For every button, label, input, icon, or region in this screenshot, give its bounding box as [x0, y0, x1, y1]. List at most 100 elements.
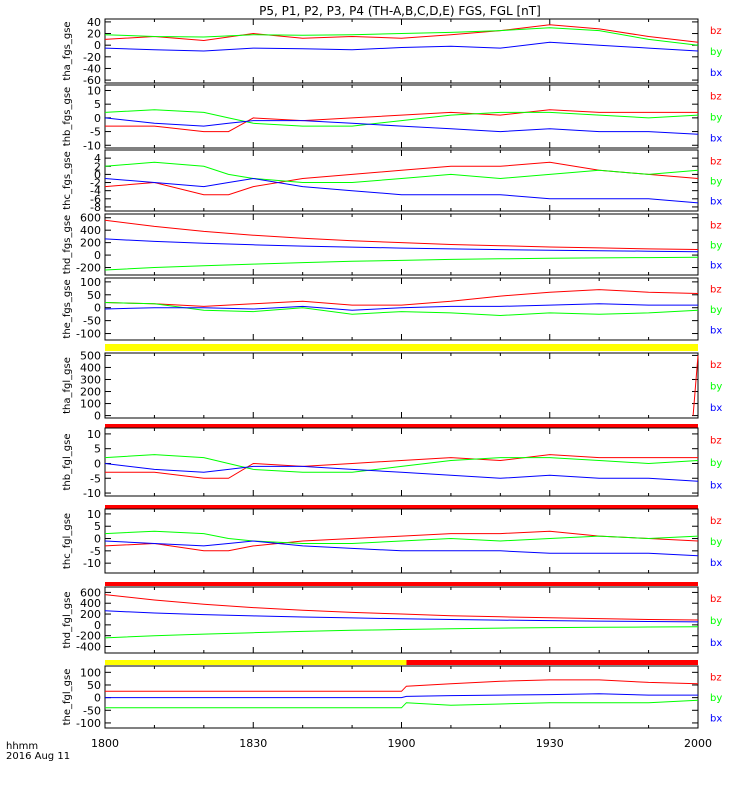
- y-tick-label: 5: [94, 98, 101, 111]
- y-tick-label: 0: [94, 533, 101, 546]
- y-tick-label: 100: [80, 666, 101, 679]
- series-bz: [692, 355, 699, 416]
- y-tick-label: 0: [94, 112, 101, 125]
- y-tick-label: 2: [94, 160, 101, 173]
- series-bz: [105, 454, 698, 479]
- y-tick-label: 10: [87, 508, 101, 521]
- legend-bz: bz: [710, 156, 722, 167]
- footer-hhmm: hhmm: [6, 741, 38, 752]
- series-by: [104, 161, 699, 183]
- y-tick-label: 0: [94, 457, 101, 470]
- series-bz: [105, 679, 699, 692]
- y-tick-label: -100: [76, 328, 101, 341]
- series-bx: [105, 693, 698, 699]
- y-tick-label: 50: [87, 679, 101, 692]
- y-tick-label: 50: [87, 289, 101, 302]
- legend-bx: bx: [710, 713, 722, 724]
- series-bz: [105, 109, 698, 133]
- y-tick-label: -200: [76, 262, 101, 275]
- y-tick-label: 200: [80, 608, 101, 621]
- legend-bx: bx: [710, 325, 722, 336]
- y-tick-label: -60: [83, 74, 101, 87]
- y-tick-label: -8: [90, 201, 101, 214]
- legend-bz: bz: [710, 285, 722, 296]
- y-tick-label: 20: [87, 28, 101, 41]
- y-tick-label: 100: [80, 398, 101, 411]
- series-bx: [104, 238, 699, 253]
- y-tick-label: 500: [80, 349, 101, 362]
- y-tick-label: -20: [83, 51, 101, 64]
- legend-by: by: [710, 458, 722, 469]
- legend-by: by: [710, 47, 722, 58]
- y-axis-label: tha_fgl_gse: [62, 357, 73, 414]
- y-tick-label: 4: [94, 152, 101, 165]
- y-tick-label: 400: [80, 361, 101, 374]
- x-tick-label: 1930: [536, 737, 564, 750]
- series-by: [104, 626, 699, 639]
- y-tick-label: 0: [94, 302, 101, 315]
- x-tick-label: 1800: [91, 737, 119, 750]
- panel-thc_fgs_gse: 420-2-4-6-8 thc_fgs_gse bz by bx: [62, 149, 722, 214]
- y-tick-label: 5: [94, 443, 101, 456]
- y-tick-label: 200: [80, 386, 101, 399]
- y-tick-label: 0: [94, 692, 101, 705]
- series-bx: [104, 41, 699, 52]
- flag-bar-8-0: [105, 582, 698, 586]
- y-axis-label: the_fgl_gse: [62, 669, 73, 726]
- legend-bx: bx: [710, 638, 722, 649]
- panel-thb_fgl_gse: 10 50 -5 -10 thb_fgl_gse bz by bx: [62, 424, 722, 500]
- series-by: [104, 530, 699, 544]
- y-tick-label: 0: [94, 410, 101, 423]
- y-tick-label: 10: [87, 84, 101, 97]
- legend-by: by: [710, 537, 722, 548]
- y-axis-label: thb_fgs_gse: [62, 87, 73, 146]
- y-axis-label: the_fgs_gse: [62, 279, 73, 338]
- y-axis-label: thd_fgl_gse: [62, 592, 73, 649]
- y-tick-label: 100: [80, 276, 101, 289]
- legend-by: by: [710, 305, 722, 316]
- x-tick-label: 1900: [388, 737, 416, 750]
- y-axis-label: tha_fgs_gse: [62, 21, 73, 80]
- panel-frame: [104, 586, 699, 654]
- legend-bz: bz: [710, 516, 722, 527]
- y-axis-label: thc_fgs_gse: [62, 151, 73, 210]
- y-tick-label: -10: [83, 487, 101, 500]
- legend-by: by: [710, 113, 722, 124]
- flag-bar-9-1: [406, 660, 698, 665]
- y-tick-label: 5: [94, 520, 101, 533]
- legend-by: by: [710, 693, 722, 704]
- series-bx: [104, 303, 698, 311]
- series-bz: [104, 289, 699, 307]
- series-bx: [104, 463, 699, 482]
- y-axis-label: thb_fgl_gse: [62, 434, 73, 491]
- y-tick-label: -5: [90, 126, 101, 139]
- series-bz: [104, 530, 699, 552]
- legend-bz: bz: [710, 673, 722, 684]
- series-bx: [104, 610, 699, 623]
- y-tick-label: 0: [94, 249, 101, 262]
- panel-frame: [104, 84, 699, 149]
- legend-bx: bx: [710, 133, 722, 144]
- legend-bz: bz: [710, 26, 722, 37]
- series-bx: [104, 177, 699, 204]
- legend-bx: bx: [710, 558, 722, 569]
- legend-bx: bx: [710, 480, 722, 491]
- flag-bar-6-0: [105, 424, 698, 428]
- y-tick-label: -2: [90, 177, 101, 190]
- footer-date: 2016 Aug 11: [6, 751, 70, 762]
- legend-by: by: [710, 382, 722, 393]
- panel-frame: [104, 665, 699, 729]
- legend-by: by: [710, 616, 722, 627]
- panel-frame: [104, 352, 699, 419]
- y-tick-label: -10: [83, 139, 101, 152]
- legend-by: by: [710, 241, 722, 252]
- series-by: [104, 454, 699, 473]
- x-tick-label: 1830: [239, 737, 267, 750]
